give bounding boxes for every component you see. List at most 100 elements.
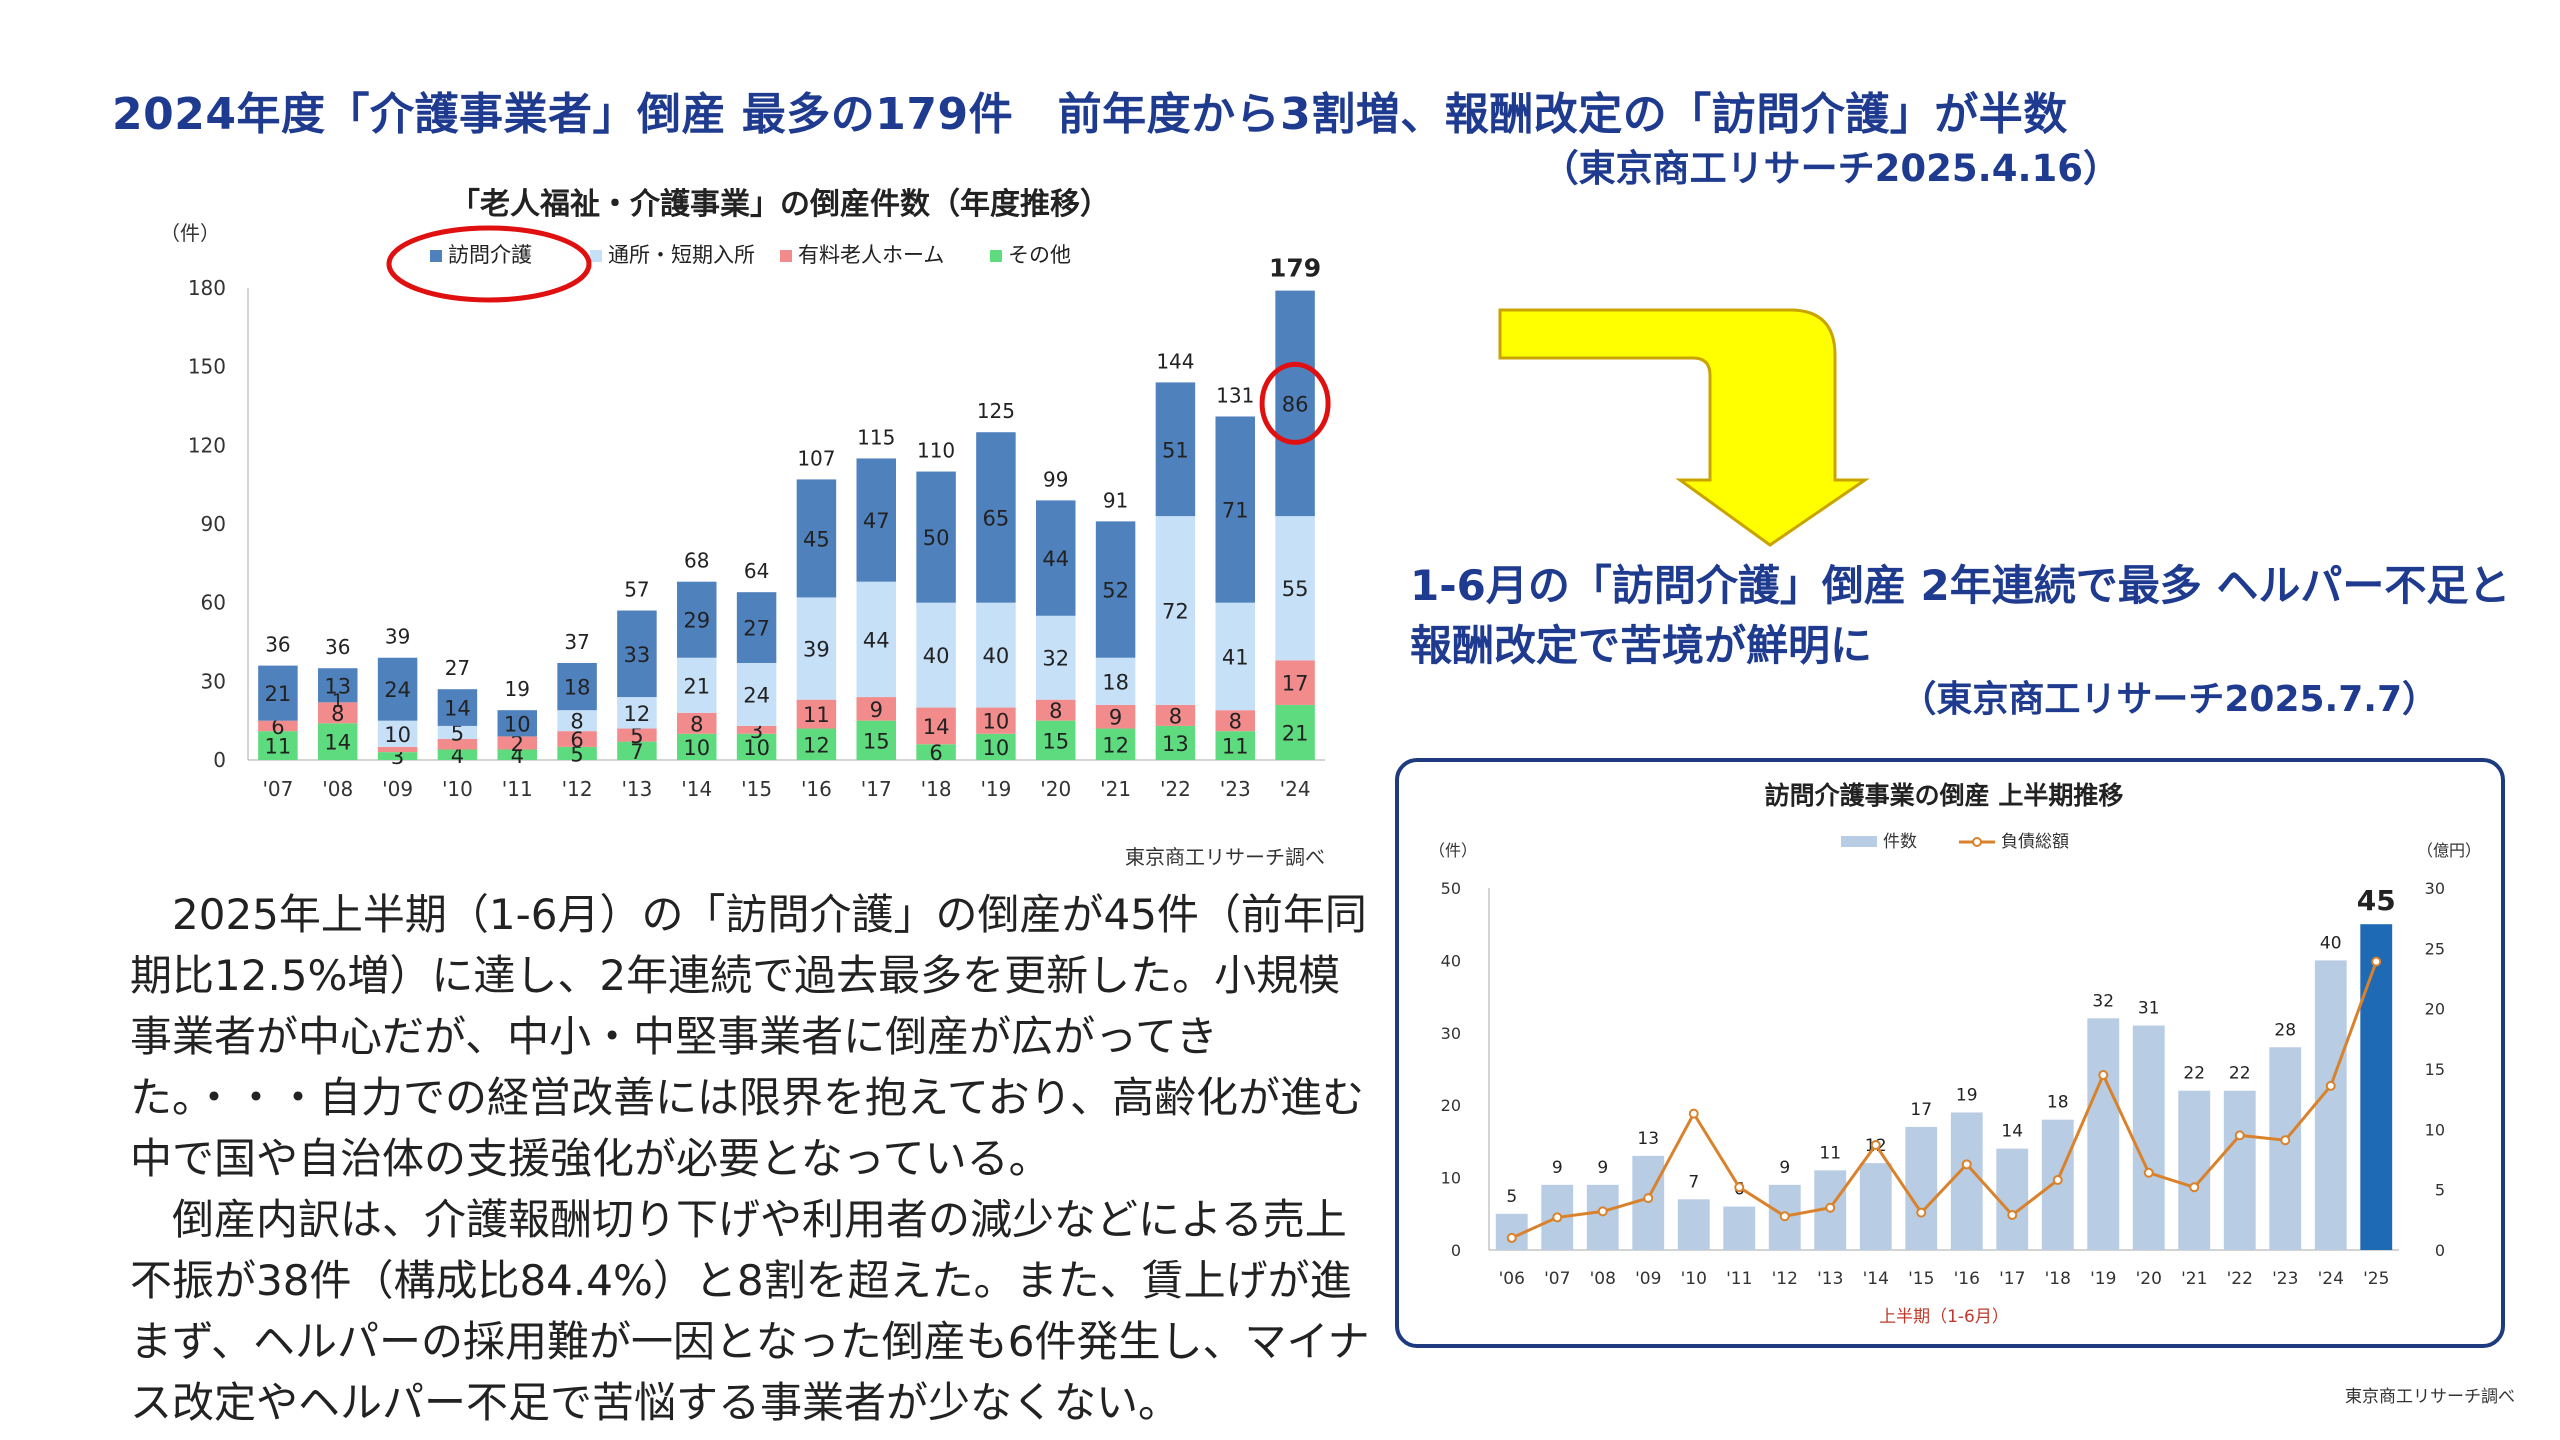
bar-value-label: 40 (923, 644, 950, 668)
x-tick-label: '10 (442, 777, 473, 801)
legend-label: 訪問介護 (448, 243, 532, 267)
bar-segment (617, 741, 657, 760)
x-tick-label: '09 (1635, 1269, 1661, 1289)
bar-segment (976, 707, 1016, 734)
bar-value-label: 44 (1042, 547, 1069, 571)
bar-value-label: 10 (384, 723, 411, 747)
bar-value-label: 39 (803, 638, 830, 662)
bar-segment (1275, 704, 1315, 760)
bar-value-label: 72 (1162, 600, 1189, 624)
legend-label: 通所・短期入所 (608, 243, 755, 267)
yellow-arrow-icon (1498, 308, 1870, 547)
x-tick-label: '15 (741, 777, 772, 801)
bar-segment (318, 668, 358, 703)
bar-value-label: 32 (1042, 647, 1069, 671)
legend-label: 負債総額 (2001, 832, 2069, 852)
x-tick-label: '13 (621, 777, 652, 801)
y2-tick-label: 20 (2425, 1000, 2445, 1019)
chart1-credit: 東京商工リサーチ調べ (1125, 845, 1325, 869)
bar-segment (258, 665, 298, 721)
debt-point (1552, 1212, 1563, 1223)
bar-value-label: 44 (863, 628, 890, 652)
bar-segment (1155, 725, 1196, 760)
bar-value-label: 9 (870, 698, 883, 722)
bar-segment (437, 725, 478, 740)
bar-total-label: 110 (917, 439, 955, 463)
bar-total-label: 57 (624, 578, 649, 602)
bar (1677, 1199, 1710, 1250)
y-tick-label: 120 (188, 433, 226, 457)
x-tick-label: '11 (1726, 1269, 1752, 1289)
bar (1723, 1206, 1756, 1250)
bar-segment (1036, 720, 1076, 760)
bar-total-label: 99 (1043, 467, 1068, 491)
x-tick-label: '17 (861, 777, 892, 801)
x-tick-label: '22 (1160, 777, 1191, 801)
bar-value-label: 7 (1688, 1172, 1699, 1192)
legend-label: 件数 (1883, 832, 1917, 852)
x-tick-label: '11 (502, 777, 533, 801)
bar-total-label: 91 (1103, 488, 1128, 512)
bar-value-label: 31 (2138, 999, 2160, 1019)
chart2-x-label: 上半期（1-6月） (1879, 1307, 2009, 1327)
bar-value-label: 12 (803, 733, 830, 757)
legend-swatch (780, 250, 792, 262)
bar-value-label: 11 (1819, 1143, 1841, 1163)
bar-segment (497, 710, 537, 737)
x-tick-label: '19 (2090, 1269, 2116, 1289)
bar-value-label: 22 (2183, 1064, 2205, 1084)
legend-label: その他 (1008, 243, 1071, 267)
x-tick-label: '21 (2181, 1269, 2207, 1289)
bar-segment (796, 597, 837, 700)
debt-point (1870, 1140, 1881, 1151)
bar-segment (976, 733, 1016, 760)
bar-total-label: 179 (1269, 254, 1321, 283)
x-tick-label: '13 (1817, 1269, 1843, 1289)
y-tick-label: 60 (201, 591, 226, 615)
x-tick-label: '08 (322, 777, 353, 801)
bar-value-label: 50 (923, 526, 950, 550)
bar-segment (437, 739, 478, 750)
bar-segment (736, 592, 777, 663)
legend-label: 有料老人ホーム (798, 243, 944, 267)
bar-segment (1095, 521, 1136, 658)
debt-point (2098, 1070, 2109, 1081)
bar-segment (497, 736, 537, 750)
bar-segment (377, 720, 418, 747)
bar-segment (736, 725, 777, 734)
bar (2269, 1047, 2302, 1250)
bar-total-label: 64 (744, 559, 769, 583)
bar-segment (856, 458, 896, 582)
bar (2223, 1090, 2256, 1250)
y-tick-label: 180 (188, 276, 226, 300)
bar-segment (856, 720, 896, 760)
debt-point (1597, 1206, 1608, 1217)
legend-marker (1972, 837, 1982, 847)
bar-value-label: 8 (570, 710, 583, 734)
debt-point (1643, 1193, 1654, 1204)
bar-segment (976, 602, 1016, 708)
bar-segment (1275, 290, 1315, 517)
x-tick-label: '15 (1908, 1269, 1934, 1289)
bar-segment (377, 752, 418, 760)
bar-value-label: 27 (743, 617, 770, 641)
highlight-circle-86 (1259, 361, 1331, 445)
x-tick-label: '20 (1040, 777, 1071, 801)
bar-segment (1155, 382, 1196, 517)
y2-tick-label: 10 (2425, 1120, 2445, 1139)
bar-value-label: 6 (570, 728, 583, 752)
bar (2360, 924, 2393, 1250)
bar-value-label: 28 (2274, 1020, 2296, 1040)
headline: 2024年度「介護事業者」倒産 最多の179件 前年度から3割増、報酬改定の「訪… (112, 89, 2068, 140)
bar-value-label: 14 (324, 731, 351, 755)
x-tick-label: '20 (2136, 1269, 2162, 1289)
bar (1586, 1184, 1619, 1250)
bar-segment (557, 710, 597, 732)
y-tick-label: 0 (1451, 1241, 1461, 1260)
bar-total-label: 27 (445, 656, 470, 680)
bar-value-label: 18 (1102, 670, 1129, 694)
bar-value-label: 65 (983, 506, 1010, 530)
bar-value-label: 17 (1910, 1100, 1932, 1120)
x-tick-label: '07 (1544, 1269, 1570, 1289)
bar-value-label: 10 (683, 736, 710, 760)
